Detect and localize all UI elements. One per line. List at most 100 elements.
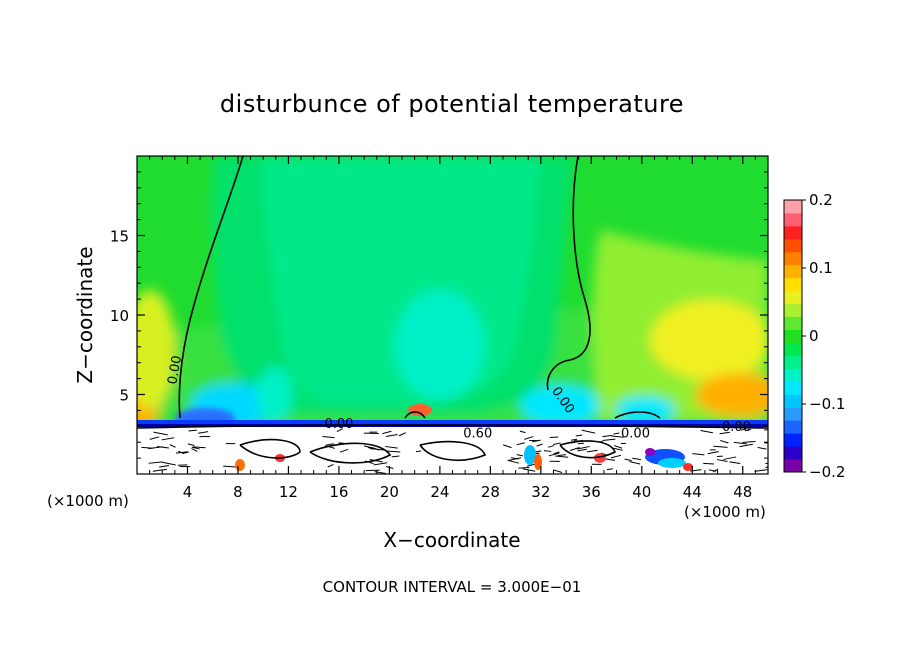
contour-lower-loop-3 [419,440,487,461]
x-tick-label-16: 16 [329,483,348,501]
contour-label-4: 0.00 [621,426,650,441]
colorbar-segment-15 [784,264,802,279]
hatch-stroke [198,431,209,434]
hatch-stroke [187,443,195,446]
hatch-stroke [193,446,206,449]
colorbar-segment-10 [784,329,802,343]
x-axis: 4 8 12 16 20 24 28 32 36 40 44 48 [149,156,756,501]
hatch-stroke [524,436,534,440]
hatch-stroke [764,429,768,431]
hatch-stroke [370,448,385,451]
spot-4 [534,454,542,470]
field-cyan-lobe-far-right [615,396,675,424]
contour-interval-note: CONTOUR INTERVAL = 3.000E−01 [323,578,582,596]
hatch-stroke [516,454,523,457]
hatch-stroke [612,447,623,451]
field-cyan-patch [395,290,485,400]
hatch-stroke [159,465,169,468]
hatch-stroke [326,443,334,446]
hatch-stroke [764,442,768,444]
colorbar-tick-label-1: 0.1 [809,259,833,277]
x-tick-label-32: 32 [531,483,550,501]
field-orange-patch [695,373,768,417]
x-tick-label-44: 44 [683,483,702,501]
colorbar-segment-17 [784,238,802,253]
colorbar-segment-9 [784,342,802,356]
field-left-yellow-patch [137,290,175,410]
hatch-stroke [415,450,422,453]
spot-5 [594,453,606,463]
hatch-stroke [532,439,541,443]
colorbar-segment-2 [784,433,802,447]
x-tick-label-28: 28 [481,483,500,501]
chart-title: disturbunce of potential temperature [220,90,684,118]
x-tick-label-12: 12 [279,483,298,501]
hatch-stroke [557,454,567,457]
hatch-stroke [712,468,719,473]
colorbar-segment-7 [784,368,802,382]
y-axis: 5 10 15 [110,171,768,459]
hatch-stroke [518,466,530,469]
hatch-stroke [723,456,737,460]
hatch-stroke [632,457,642,461]
hatch-stroke [610,454,622,459]
contour-lower-loop-1 [239,438,301,459]
y-tick-label-10: 10 [110,307,129,325]
hatch-stroke [613,445,623,449]
spot-8 [683,463,693,471]
hatch-stroke [373,462,388,466]
hatch-stroke [613,432,620,435]
hatch-stroke [148,461,163,464]
hatch-stroke [602,438,616,442]
hatch-stroke [152,469,163,472]
hatch-stroke [169,444,176,448]
contour-label-5: 0.00 [722,420,751,435]
hatch-stroke [739,443,753,448]
spot-3 [524,445,536,465]
x-tick-label-48: 48 [733,483,752,501]
hatch-stroke [577,442,584,445]
hatch-stroke [543,450,552,452]
hatch-stroke [742,440,756,443]
x-tick-label-36: 36 [582,483,601,501]
hatch-stroke [336,428,343,433]
colorbar-segment-8 [784,355,802,369]
hatch-stroke [733,441,747,445]
contour-lower-loop-4 [559,440,617,459]
hatch-stroke [153,431,168,436]
contour-lines [137,156,768,464]
hatch-stroke [223,465,236,468]
hatch-stroke [720,440,729,444]
hatch-stroke [365,469,380,472]
hatch-stroke [188,429,197,432]
contour-right-zero [546,156,591,391]
hatch-stroke [385,433,398,437]
hatch-stroke [553,451,560,455]
field-cyan-lobe-right [520,385,600,425]
hatch-stroke [692,453,705,456]
hatch-stroke [507,457,522,462]
hatch-stroke [536,443,543,447]
colorbar-segment-13 [784,290,802,305]
spot-9 [645,448,655,456]
contour-left-zero [178,156,244,419]
x-tick-label-8: 8 [233,483,243,501]
colorbar: 0.2 0.1 0 −0.1 −0.2 [783,191,845,481]
hatch-stroke [502,444,512,449]
hatch-stroke [553,442,561,445]
field-surface-band [137,420,768,427]
hatch-stroke [765,466,768,469]
hatch-stroke [703,462,715,465]
colorbar-segment-12 [784,303,802,318]
contour-label-1: 0.00 [324,417,353,432]
hatch-stroke [700,430,713,434]
hatch-stroke [716,459,728,462]
contour-right-bump [614,411,661,419]
colorbar-segment-5 [784,394,802,408]
colorbar-segment-16 [784,251,802,266]
colorbar-tick-label-2: 0 [809,327,819,345]
spot-7 [658,458,686,468]
colorbar-tick-label-4: −0.2 [809,463,845,481]
hatch-stroke [629,461,641,465]
hatch-stroke [606,468,613,471]
